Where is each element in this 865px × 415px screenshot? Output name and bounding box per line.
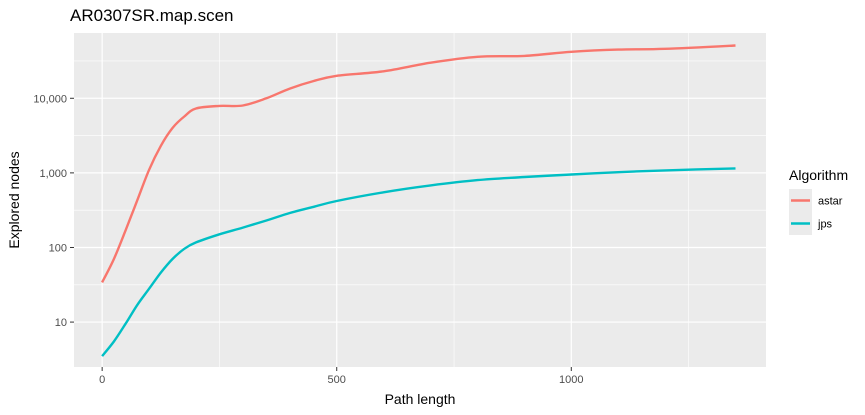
y-tick-label: 100: [49, 242, 67, 254]
major-gridlines: [74, 33, 766, 367]
legend-label-astar: astar: [818, 196, 843, 208]
legend-items: astar jps: [789, 189, 843, 235]
y-tick-label: 10,000: [33, 93, 67, 105]
y-axis-ticks: 10 100 1,000 10,000: [33, 93, 74, 329]
x-axis-title: Path length: [385, 391, 456, 407]
series-line-jps: [101, 167, 736, 357]
legend: Algorithm astar jps: [789, 167, 848, 235]
y-tick-label: 1,000: [39, 168, 67, 180]
x-tick-label: 500: [328, 374, 346, 386]
y-tick-label: 10: [55, 317, 67, 329]
chart-title: AR0307SR.map.scen: [70, 6, 233, 25]
x-axis-ticks: 0 500 1000: [99, 367, 584, 386]
legend-label-jps: jps: [817, 219, 833, 231]
series-lines: [101, 44, 736, 357]
series-line-astar: [101, 44, 736, 283]
x-tick-label: 1000: [559, 374, 583, 386]
y-axis-title: Explored nodes: [6, 151, 22, 248]
legend-title: Algorithm: [789, 167, 848, 183]
x-tick-label: 0: [99, 374, 105, 386]
plot-panel: [74, 33, 766, 367]
minor-gridlines: [74, 33, 766, 367]
